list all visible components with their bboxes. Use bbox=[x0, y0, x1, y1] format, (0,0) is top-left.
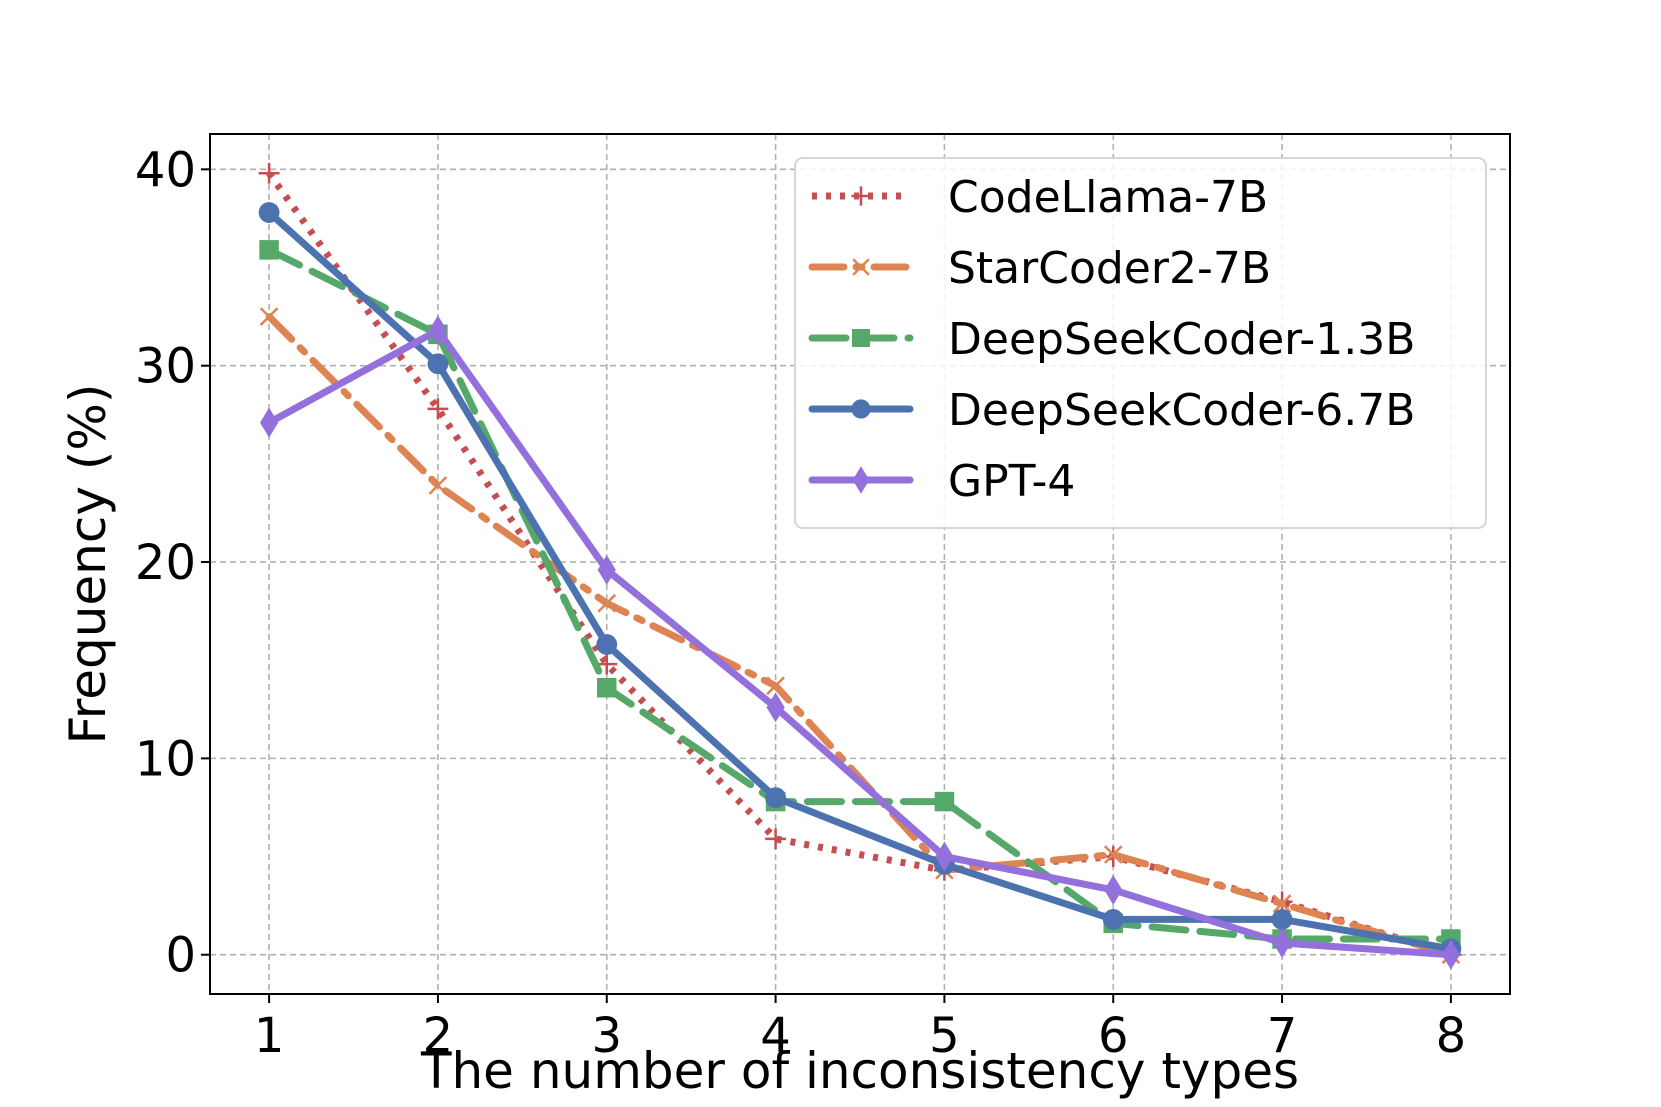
data-point bbox=[427, 398, 449, 420]
data-point bbox=[1271, 908, 1293, 930]
y-tick-label: 0 bbox=[165, 928, 196, 984]
x-tick-label: 4 bbox=[760, 1008, 791, 1064]
data-point bbox=[935, 841, 954, 872]
data-point bbox=[428, 315, 448, 346]
data-point bbox=[765, 828, 786, 850]
data-point bbox=[766, 692, 785, 723]
y-tick-label: 20 bbox=[135, 535, 196, 591]
series-line bbox=[266, 171, 1452, 959]
data-point bbox=[259, 407, 279, 438]
x-tick-label: 1 bbox=[254, 1008, 285, 1064]
x-axis-label: The number of inconsistency types bbox=[420, 1042, 1299, 1100]
x-tick-label: 2 bbox=[423, 1008, 454, 1064]
legend-entry: CodeLlama-7B bbox=[812, 172, 1268, 223]
data-point bbox=[1272, 894, 1292, 914]
x-tick-label: 7 bbox=[1267, 1008, 1298, 1064]
x-tick-label: 5 bbox=[929, 1008, 960, 1064]
series-lines bbox=[258, 162, 1462, 970]
legend-label: DeepSeekCoder-6.7B bbox=[948, 385, 1415, 436]
legend-entry: DeepSeekCoder-6.7B bbox=[808, 385, 1415, 436]
series-gpt-4 bbox=[259, 315, 1461, 970]
y-tick-label: 30 bbox=[135, 339, 196, 395]
data-point bbox=[597, 554, 616, 585]
data-point bbox=[258, 202, 280, 223]
plot-frame bbox=[209, 133, 1511, 995]
data-point bbox=[1272, 927, 1292, 958]
data-point bbox=[934, 791, 955, 812]
data-point bbox=[766, 676, 785, 696]
legend-marker bbox=[852, 466, 870, 494]
legend-marker bbox=[851, 186, 871, 206]
legend-entry: GPT-4 bbox=[808, 456, 1075, 507]
data-point bbox=[259, 240, 279, 260]
data-point bbox=[259, 307, 279, 326]
data-point bbox=[427, 353, 449, 375]
data-point bbox=[1441, 939, 1461, 970]
series-line bbox=[265, 326, 1455, 959]
data-point bbox=[258, 162, 280, 184]
legend-frame bbox=[794, 157, 1487, 529]
series-line bbox=[265, 209, 1455, 953]
legend-label: StarCoder2-7B bbox=[948, 243, 1271, 294]
legend-marker bbox=[852, 329, 870, 347]
y-axis-label: Frequency (%) bbox=[59, 384, 117, 745]
legend-label: CodeLlama-7B bbox=[948, 172, 1268, 223]
legend-entry: StarCoder2-7B bbox=[808, 243, 1271, 294]
data-point bbox=[1102, 908, 1124, 930]
x-tick-label: 3 bbox=[591, 1008, 622, 1064]
legend-marker bbox=[852, 258, 870, 276]
legend-label: GPT-4 bbox=[948, 456, 1075, 507]
legend-marker bbox=[851, 399, 871, 419]
y-tick-label: 40 bbox=[135, 142, 196, 198]
data-point bbox=[1103, 845, 1123, 864]
data-point bbox=[597, 593, 617, 613]
x-tick-label: 6 bbox=[1098, 1008, 1129, 1064]
x-tick-label: 8 bbox=[1436, 1008, 1467, 1064]
y-tick-label: 10 bbox=[135, 731, 196, 787]
data-point bbox=[596, 653, 618, 675]
legend-label: DeepSeekCoder-1.3B bbox=[948, 314, 1415, 365]
data-point bbox=[765, 787, 786, 809]
data-point bbox=[596, 634, 618, 655]
legend-entry: DeepSeekCoder-1.3B bbox=[808, 314, 1415, 365]
data-point bbox=[1104, 874, 1123, 905]
legend: CodeLlama-7B StarCoder2-7B DeepSeekCoder-1… bbox=[794, 157, 1487, 529]
axis-ticks: 1 2 3 4 5 6 7 8 0 10 20 30 40 bbox=[135, 142, 1466, 1064]
data-point bbox=[428, 476, 448, 495]
data-point bbox=[597, 677, 617, 698]
